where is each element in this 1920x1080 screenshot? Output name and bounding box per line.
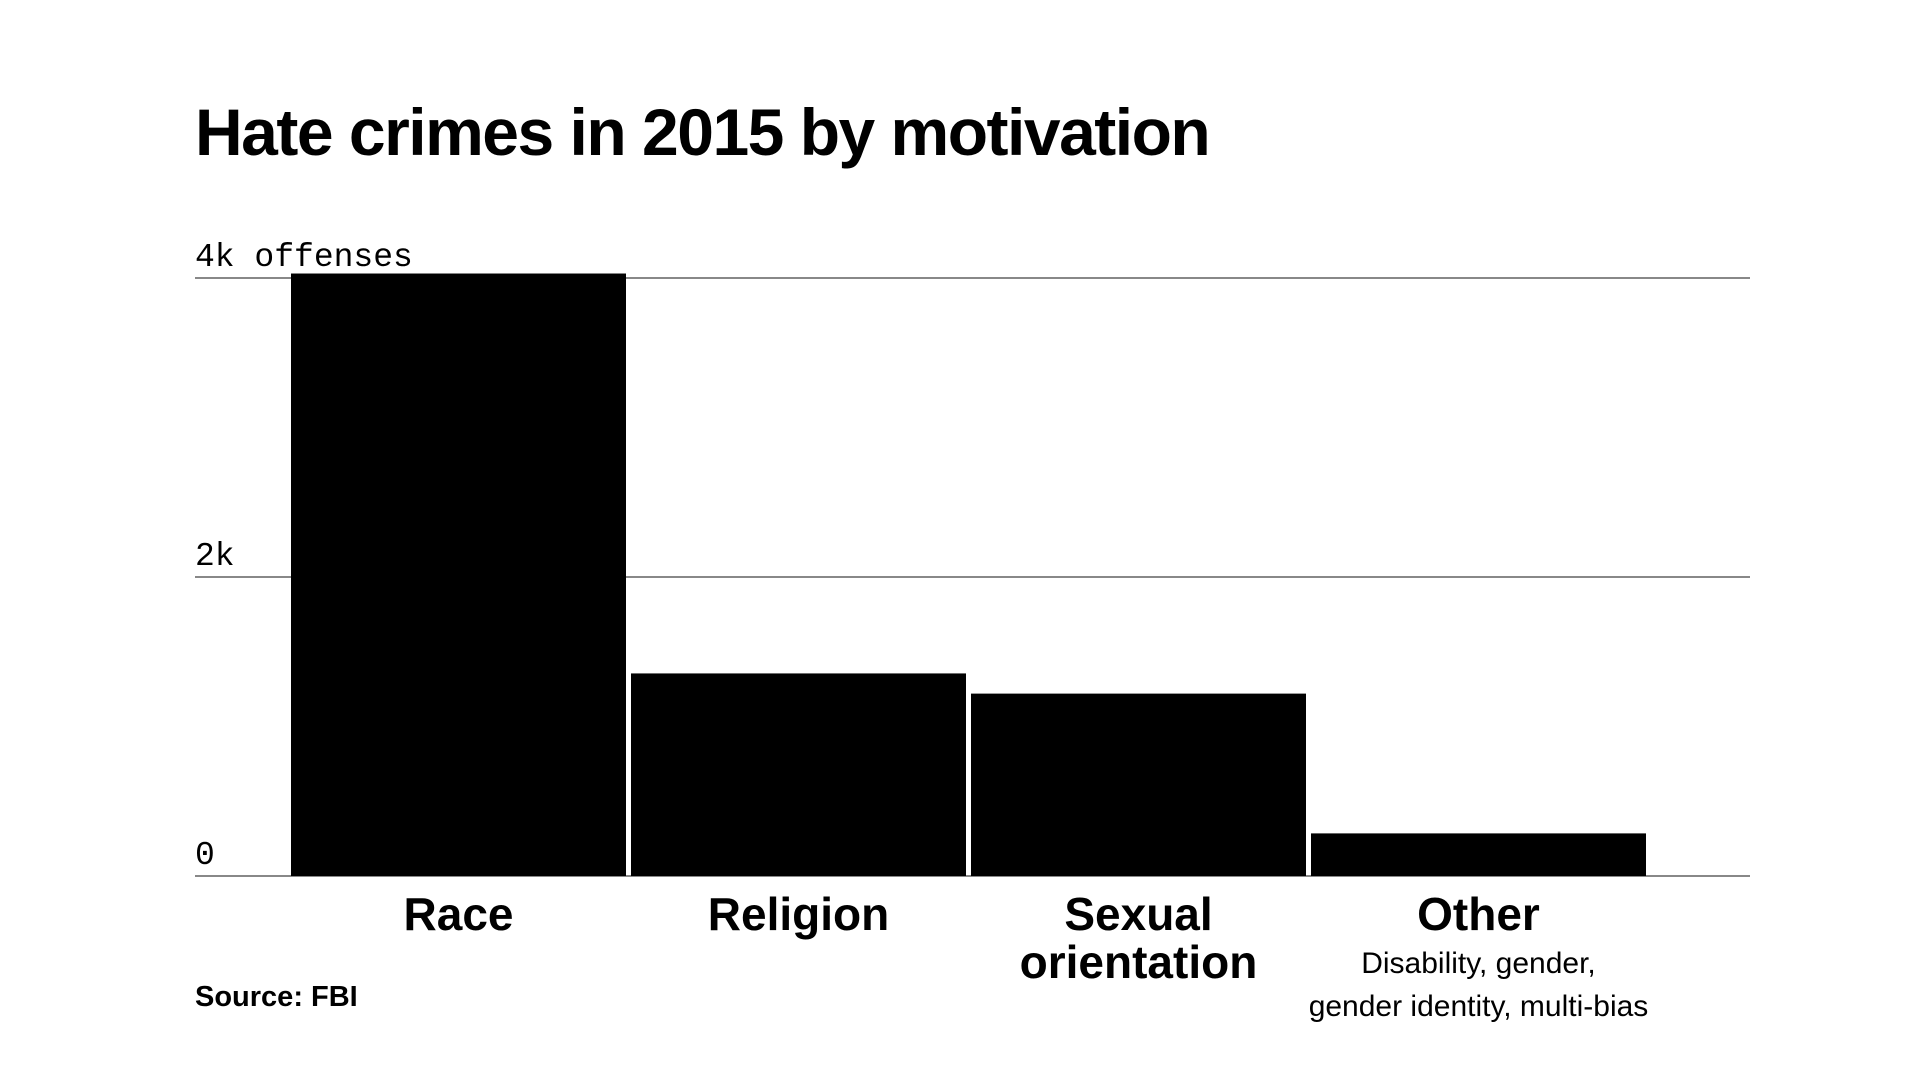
category-sublabel-other: Disability, gender, gender identity, mult… — [1309, 947, 1649, 1023]
category-labels: Race Religion Sexual orientation Other Disabi… — [404, 888, 1649, 1023]
bar-sexual-orientation — [971, 693, 1306, 876]
bar-other — [1311, 833, 1646, 876]
y-tick-label-2: 4k offenses — [195, 239, 413, 276]
category-label-race: Race — [404, 888, 514, 940]
bars — [291, 273, 1646, 876]
category-label-sexual-orientation: Sexual orientation — [1020, 888, 1258, 988]
category-label-religion: Religion — [708, 888, 889, 940]
y-tick-label-1: 2k — [195, 538, 235, 575]
bar-race — [291, 273, 626, 876]
chart-title: Hate crimes in 2015 by motivation — [195, 95, 1209, 169]
category-label-other: Other — [1417, 888, 1540, 940]
y-tick-label-0: 0 — [195, 837, 215, 874]
bar-religion — [631, 673, 966, 876]
y-tick-labels: 0 2k 4k offenses — [195, 239, 413, 874]
source-note: Source: FBI — [195, 981, 358, 1013]
